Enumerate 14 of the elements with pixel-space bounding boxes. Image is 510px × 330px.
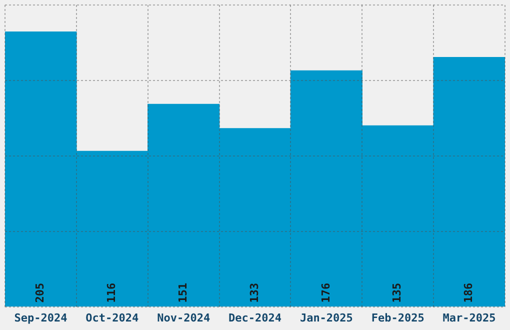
data-label: 133 — [248, 282, 261, 303]
data-label: 116 — [105, 282, 118, 303]
x-tick-label: Jan-2025 — [300, 311, 353, 324]
data-label: 151 — [176, 282, 190, 303]
x-tick-label: Nov-2024 — [157, 311, 210, 324]
x-tick-label: Dec-2024 — [228, 311, 282, 324]
data-label: 205 — [34, 282, 47, 303]
x-tick-label: Mar-2025 — [442, 311, 496, 324]
x-tick-label: Oct-2024 — [86, 311, 140, 324]
data-label: 135 — [390, 282, 404, 303]
data-label: 176 — [319, 282, 332, 303]
data-label: 186 — [462, 282, 476, 303]
x-tick-label: Sep-2024 — [14, 311, 68, 324]
x-tick-label: Feb-2025 — [371, 311, 424, 324]
